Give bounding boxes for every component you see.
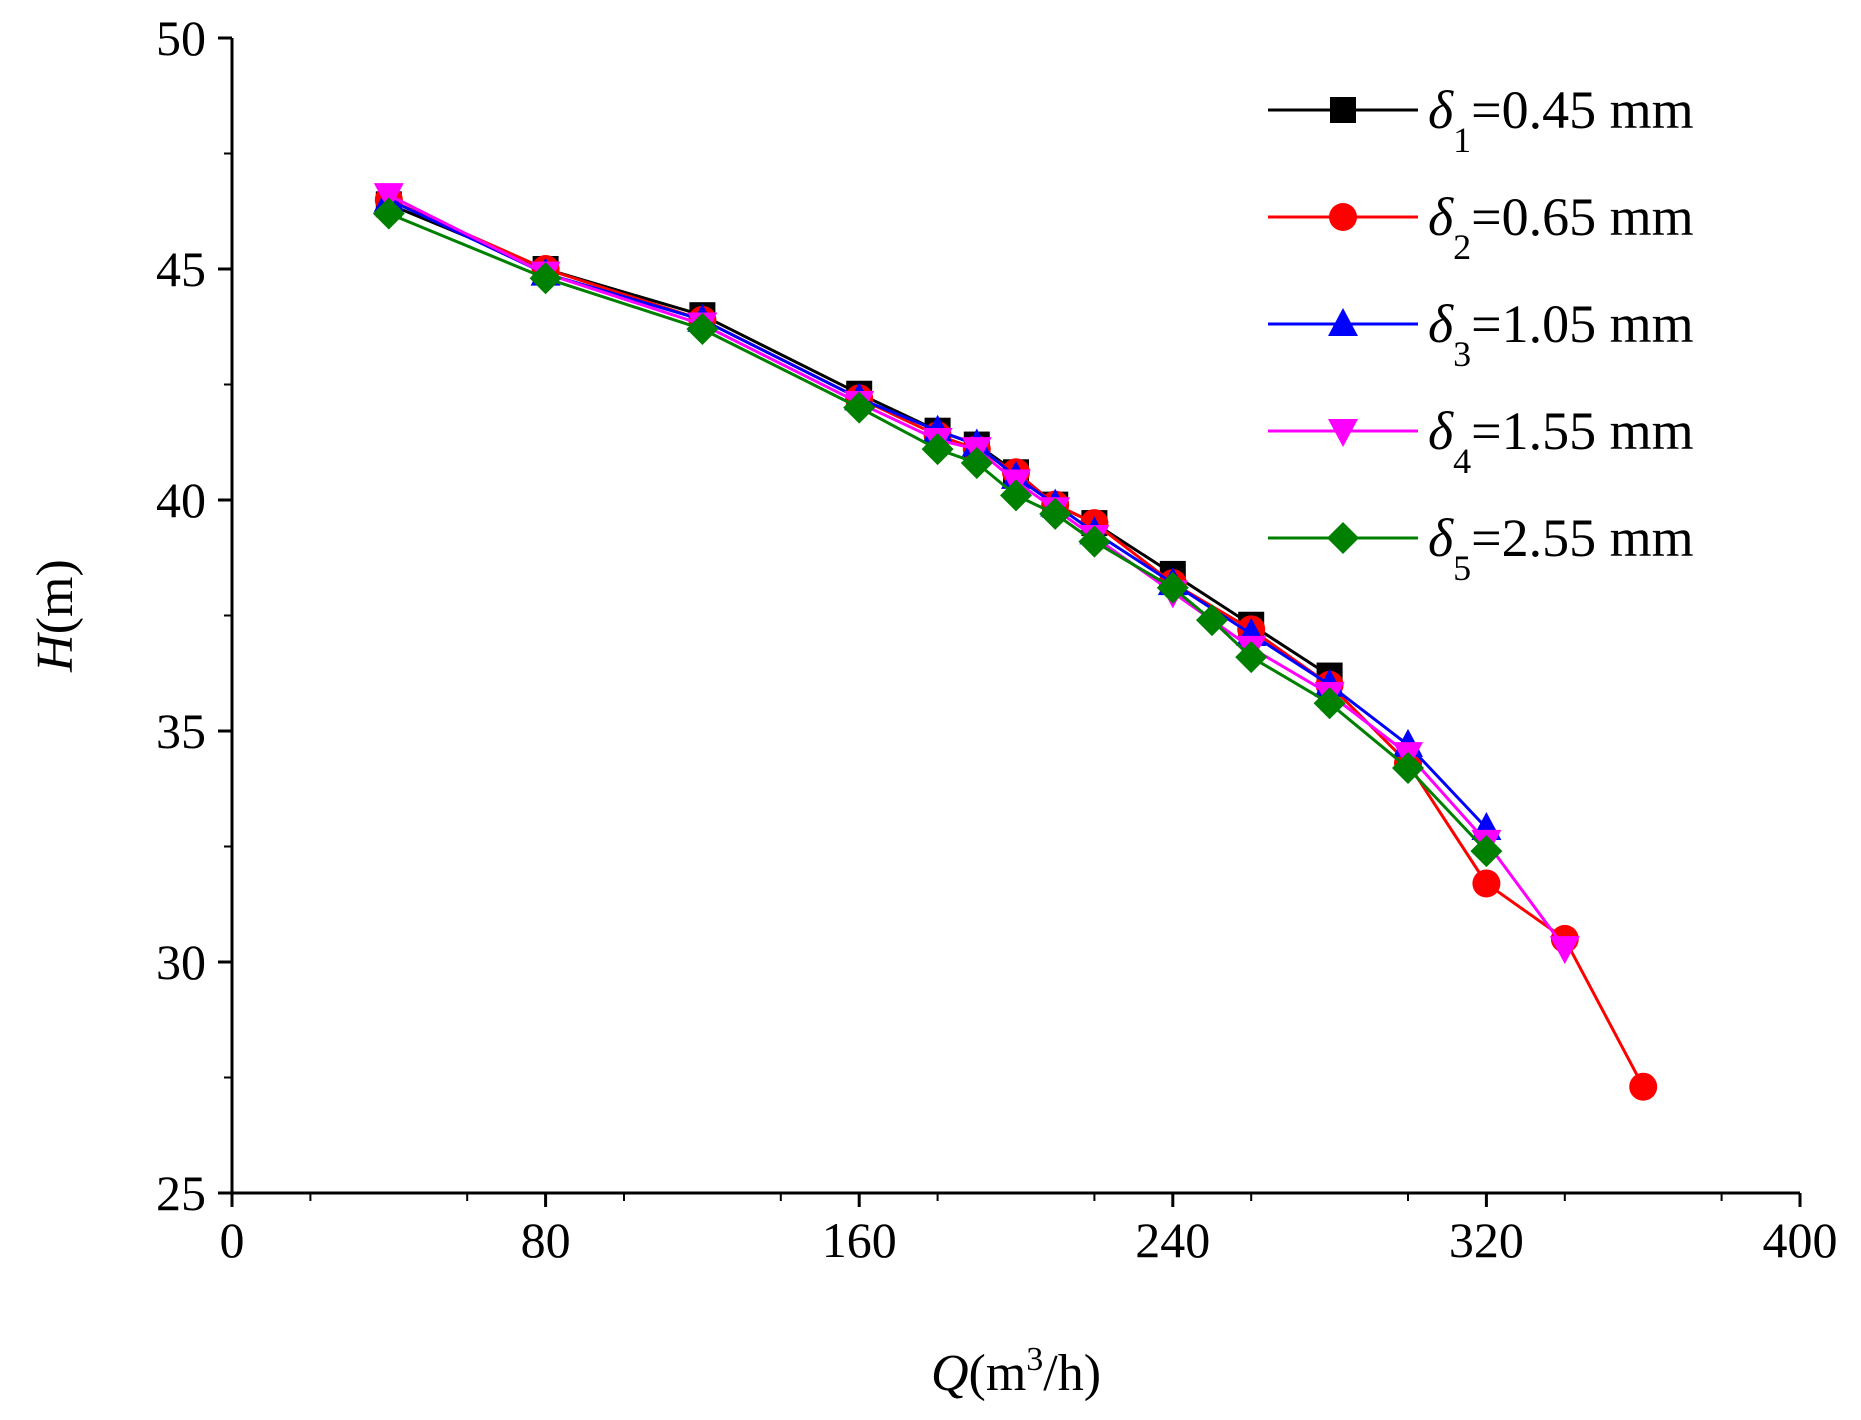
legend-label-4: δ4=1.55 mm: [1428, 401, 1694, 481]
series-5-point-11: [1196, 604, 1228, 637]
x-tick-label-240: 240: [1135, 1212, 1210, 1268]
legend-marker-5: [1327, 522, 1359, 554]
series-5-point-15: [1470, 835, 1503, 868]
series-5-point-7: [1000, 479, 1032, 512]
x-tick-label-0: 0: [220, 1212, 245, 1268]
legend-value-2: =0.65 mm: [1471, 187, 1693, 247]
legend-subscript-5: 5: [1453, 548, 1471, 588]
legend-marker-1: [1330, 97, 1356, 123]
series-4-point-1: [373, 183, 404, 212]
y-tick-label-25: 25: [156, 1165, 206, 1221]
series-5-point-2: [529, 262, 562, 295]
series-1: [375, 191, 1343, 689]
x-axis-unit-sup: 3: [1026, 1341, 1043, 1378]
y-axis-var: H: [27, 632, 84, 673]
legend-subscript-2: 2: [1453, 227, 1471, 267]
legend-symbol-1: δ: [1428, 80, 1454, 140]
series-5-point-12: [1235, 641, 1268, 674]
legend-item-3: δ3=1.05 mm: [1268, 294, 1694, 374]
series-5-point-9: [1078, 525, 1111, 558]
y-tick-label-50: 50: [156, 10, 206, 66]
series-5-point-1: [372, 197, 405, 230]
legend-item-4: δ4=1.55 mm: [1268, 401, 1694, 481]
series-5-point-10: [1156, 571, 1189, 604]
series-2-point-14: [1472, 869, 1501, 898]
y-axis-unit: (m): [27, 559, 84, 634]
series-5-line: [388, 212, 1488, 853]
x-tick-label-320: 320: [1449, 1212, 1524, 1268]
series-5: [372, 197, 1503, 868]
series-5-point-14: [1392, 751, 1424, 784]
legend-subscript-1: 1: [1453, 120, 1471, 160]
x-tick-label-160: 160: [822, 1212, 897, 1268]
x-tick-label-80: 80: [521, 1212, 571, 1268]
legend-subscript-3: 3: [1453, 334, 1471, 374]
series-4-point-15: [1549, 936, 1580, 965]
legend-symbol-2: δ: [1428, 187, 1454, 247]
legend-label-5: δ5=2.55 mm: [1428, 508, 1694, 588]
legend-label-3: δ3=1.05 mm: [1428, 294, 1694, 374]
legend-value-3: =1.05 mm: [1471, 294, 1693, 354]
legend-symbol-5: δ: [1428, 508, 1454, 568]
series-2-line: [388, 198, 1645, 1088]
series-5-point-4: [843, 391, 876, 424]
y-tick-label-45: 45: [156, 241, 206, 297]
y-axis-title: H(m): [27, 559, 84, 673]
legend-symbol-4: δ: [1428, 401, 1454, 461]
legend-marker-2: [1329, 203, 1357, 231]
y-tick-label-40: 40: [156, 472, 206, 528]
series-5-point-5: [921, 433, 954, 466]
legend-value-5: =2.55 mm: [1471, 508, 1693, 568]
legend-item-5: δ5=2.55 mm: [1268, 508, 1694, 588]
legend-value-1: =0.45 mm: [1471, 80, 1693, 140]
legend-marker-3: [1328, 308, 1358, 336]
x-axis-unit-close: /h): [1043, 1345, 1101, 1402]
series-5-point-13: [1313, 687, 1346, 720]
series-3-line: [388, 198, 1488, 830]
y-tick-label-35: 35: [156, 703, 206, 759]
series-layer: [372, 183, 1658, 1101]
legend-label-2: δ2=0.65 mm: [1428, 187, 1694, 267]
y-tick-label-30: 30: [156, 934, 206, 990]
x-tick-label-400: 400: [1763, 1212, 1838, 1268]
series-5-point-8: [1039, 497, 1072, 530]
series-2-point-16: [1629, 1072, 1658, 1101]
series-2: [374, 185, 1658, 1101]
legend-item-2: δ2=0.65 mm: [1268, 187, 1694, 267]
series-4: [373, 183, 1580, 965]
series-5-point-6: [960, 447, 993, 480]
x-axis-unit-open: (m: [969, 1345, 1027, 1402]
legend-value-4: =1.55 mm: [1471, 401, 1693, 461]
legend-label-1: δ1=0.45 mm: [1428, 80, 1694, 160]
legend-item-1: δ1=0.45 mm: [1268, 80, 1694, 160]
legend-marker-4: [1328, 419, 1358, 447]
legend-symbol-3: δ: [1428, 294, 1454, 354]
x-axis-title: Q(m3/h): [931, 1341, 1101, 1402]
series-5-point-3: [686, 313, 719, 346]
x-axis-var: Q: [931, 1345, 969, 1402]
series-4-line: [388, 193, 1567, 949]
legend-subscript-4: 4: [1453, 441, 1471, 481]
